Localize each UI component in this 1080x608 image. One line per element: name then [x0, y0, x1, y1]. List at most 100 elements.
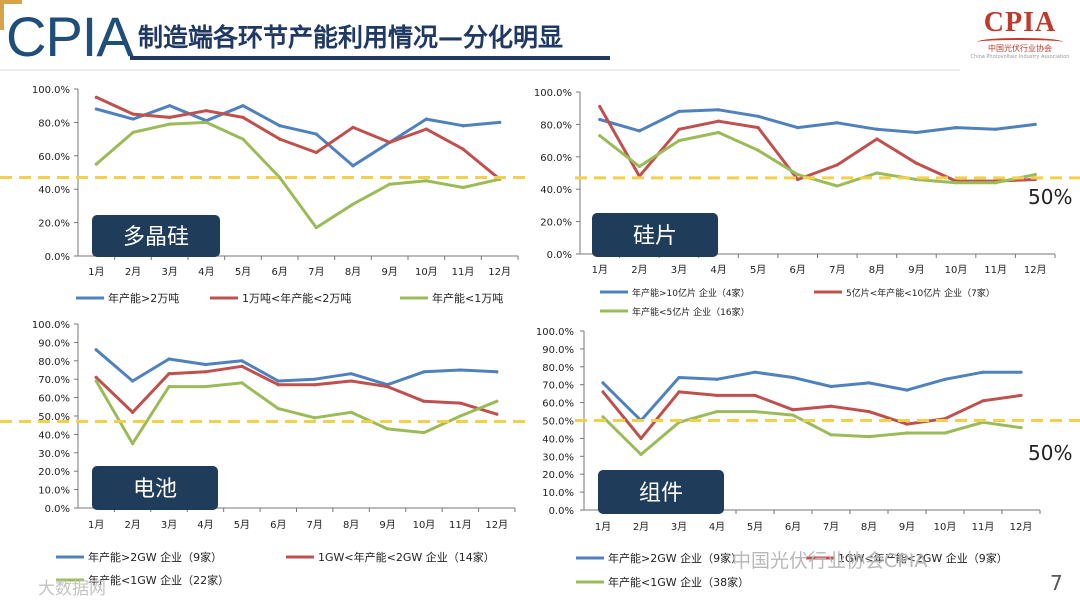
chart-3-x-tick-label: 5月 — [747, 521, 763, 533]
chart-1-x-tick-label: 1月 — [592, 264, 608, 276]
chart-0-series-1-point — [131, 112, 135, 116]
chart-3-series-1-line — [601, 390, 1023, 440]
chart-0-legend-label: 年产能<1万吨 — [432, 291, 503, 305]
chart-3-series-2-point — [905, 431, 909, 435]
chart-0-series-2-point — [351, 202, 355, 206]
chart-3-x-tick-label: 2月 — [633, 521, 649, 533]
chart-0-legend-label: 1万吨<年产能<2万吨 — [242, 291, 351, 305]
chart-3-series-1-point — [829, 404, 833, 408]
chart-3-series-1-point — [981, 399, 985, 403]
chart-2-y-tick-label: 80.0% — [38, 357, 70, 368]
cpia-logo-right: CPIA 中国光伏行业协会 China Photovoltaic Industr… — [968, 8, 1072, 64]
chart-3-series-1-point — [1019, 393, 1023, 398]
chart-3-x-tick-label: 3月 — [671, 521, 687, 533]
slide-header: CPIA 制造端各环节产能利用情况—分化明显 CPIA 中国光伏行业协会 Chi… — [0, 0, 1080, 80]
chart-3-x-tick-label: 12月 — [1010, 521, 1033, 533]
chart-0-series-0-point — [461, 124, 465, 128]
chart-0-x-tick-label: 5月 — [235, 266, 251, 278]
chart-2-x-tick-label: 4月 — [197, 519, 213, 531]
chart-2-series-1-point — [349, 379, 353, 383]
chart-2-series-1-point — [495, 412, 499, 416]
chart-1-series-0-point — [716, 108, 721, 112]
chart-2-series-0-point — [495, 370, 499, 374]
chart-0-badge-label: 多晶硅 — [123, 225, 189, 250]
chart-2-y-tick-label: 90.0% — [38, 338, 70, 349]
chart-3-series-0-point — [829, 384, 833, 389]
chart-3-y-tick-label: 0.0% — [549, 506, 574, 517]
chart-2-x-tick-label: 3月 — [161, 519, 177, 531]
chart-1-y-tick-label: 100.0% — [534, 88, 572, 99]
wechat-watermark: 中国光伏行业协会CPIA — [732, 550, 928, 572]
chart-2-series-1-point — [131, 410, 135, 414]
chart-3-series-0-point — [601, 381, 605, 385]
chart-3-x-tick-label: 10月 — [934, 521, 957, 533]
chart-2-legend-label: 1GW<年产能<2GW 企业（14家） — [318, 550, 495, 564]
chart-3-series-0-point — [981, 370, 985, 374]
chart-2-x-tick-label: 1月 — [88, 519, 104, 531]
chart-2-y-tick-label: 100.0% — [32, 320, 70, 331]
chart-2-x-tick-label: 10月 — [413, 519, 436, 531]
chart-0-series-1-point — [241, 115, 245, 119]
chart-0-series-2-point — [314, 226, 318, 230]
chart-0-y-tick-label: 0.0% — [45, 252, 70, 263]
chart-2-x-tick-label: 12月 — [485, 519, 508, 531]
chart-0-series-1-point — [351, 125, 355, 130]
chart-1-series-0-point — [637, 129, 641, 133]
chart-3-x-tick-label: 6月 — [785, 521, 801, 533]
chart-0-series-2-point — [388, 182, 392, 186]
chart-3-series-0-line — [601, 370, 1023, 422]
chart-1-badge-label: 硅片 — [633, 224, 677, 249]
chart-0-x-tick-label: 12月 — [488, 266, 511, 278]
chart-2-series-0-point — [94, 348, 98, 352]
chart-3-badge-label: 组件 — [639, 481, 683, 506]
chart-1-badge — [592, 213, 718, 257]
chart-3-series-0-point — [677, 375, 681, 380]
chart-0-series-1-line — [94, 95, 502, 181]
chart-2-series-1-point — [203, 370, 208, 374]
chart-1-series-1-point — [875, 137, 879, 141]
chart-0-x-tick-label: 1月 — [88, 266, 104, 278]
chart-3-series-0-point — [715, 377, 719, 381]
chart-0-series-0-point — [424, 117, 428, 121]
chart-3-series-0-point — [753, 370, 757, 374]
chart-3-x-tick-label: 7月 — [823, 521, 839, 533]
chart-0-y-tick-label: 80.0% — [38, 118, 70, 129]
chart-3-series-1-point — [791, 408, 795, 412]
chart-2-series-2-point — [385, 427, 390, 431]
chart-3-series-1-point — [867, 409, 871, 414]
chart-2-y-tick-label: 30.0% — [38, 449, 70, 460]
corner-accent — [0, 0, 22, 30]
chart-1-y-tick-label: 60.0% — [540, 153, 572, 164]
chart-2-series-1-point — [458, 401, 462, 405]
chart-2-series-2-point — [495, 399, 499, 403]
chart-3-series-2-point — [943, 431, 947, 435]
chart-1-series-2-point — [796, 173, 800, 177]
chart-1-x-tick-label: 5月 — [750, 264, 766, 276]
chart-0-x-tick-label: 11月 — [452, 266, 475, 278]
chart-1-x-tick-label: 12月 — [1024, 264, 1047, 276]
chart-1-x-tick-label: 10月 — [945, 264, 968, 276]
chart-3-y-tick-label: 90.0% — [542, 345, 574, 356]
chart-1-series-2-point — [637, 164, 641, 169]
chart-0-y-tick-label: 100.0% — [32, 85, 70, 96]
chart-1-series-2-point — [1033, 173, 1037, 177]
chart-2-series-1-point — [313, 383, 317, 387]
chart-3-y-tick-label: 30.0% — [542, 452, 574, 463]
chart-0-series-0-point — [168, 104, 172, 108]
chart-3-series-2-point — [715, 409, 719, 414]
chart-0-y-tick-label: 40.0% — [38, 185, 70, 196]
chart-0-series-1-point — [388, 140, 392, 145]
chart-1-legend-label: 年产能>10亿片 企业（4家） — [632, 287, 750, 299]
cpia-logo-right-text: CPIA — [983, 7, 1057, 38]
chart-1-x-tick-label: 8月 — [869, 264, 885, 276]
header-divider — [0, 69, 960, 71]
chart-0-series-2-point — [424, 179, 428, 183]
chart-3-y-tick-label: 10.0% — [542, 488, 574, 499]
cpia-logo: CPIA — [6, 5, 134, 68]
chart-0-series-2-point — [168, 122, 172, 126]
chart-2-legend-label: 年产能>2GW 企业（9家） — [88, 550, 222, 564]
chart-2-x-tick-label: 8月 — [343, 519, 359, 531]
chart-1-series-0-point — [954, 126, 958, 130]
chart-2-y-tick-label: 50.0% — [38, 412, 70, 423]
chart-1-x-tick-label: 7月 — [829, 264, 845, 276]
